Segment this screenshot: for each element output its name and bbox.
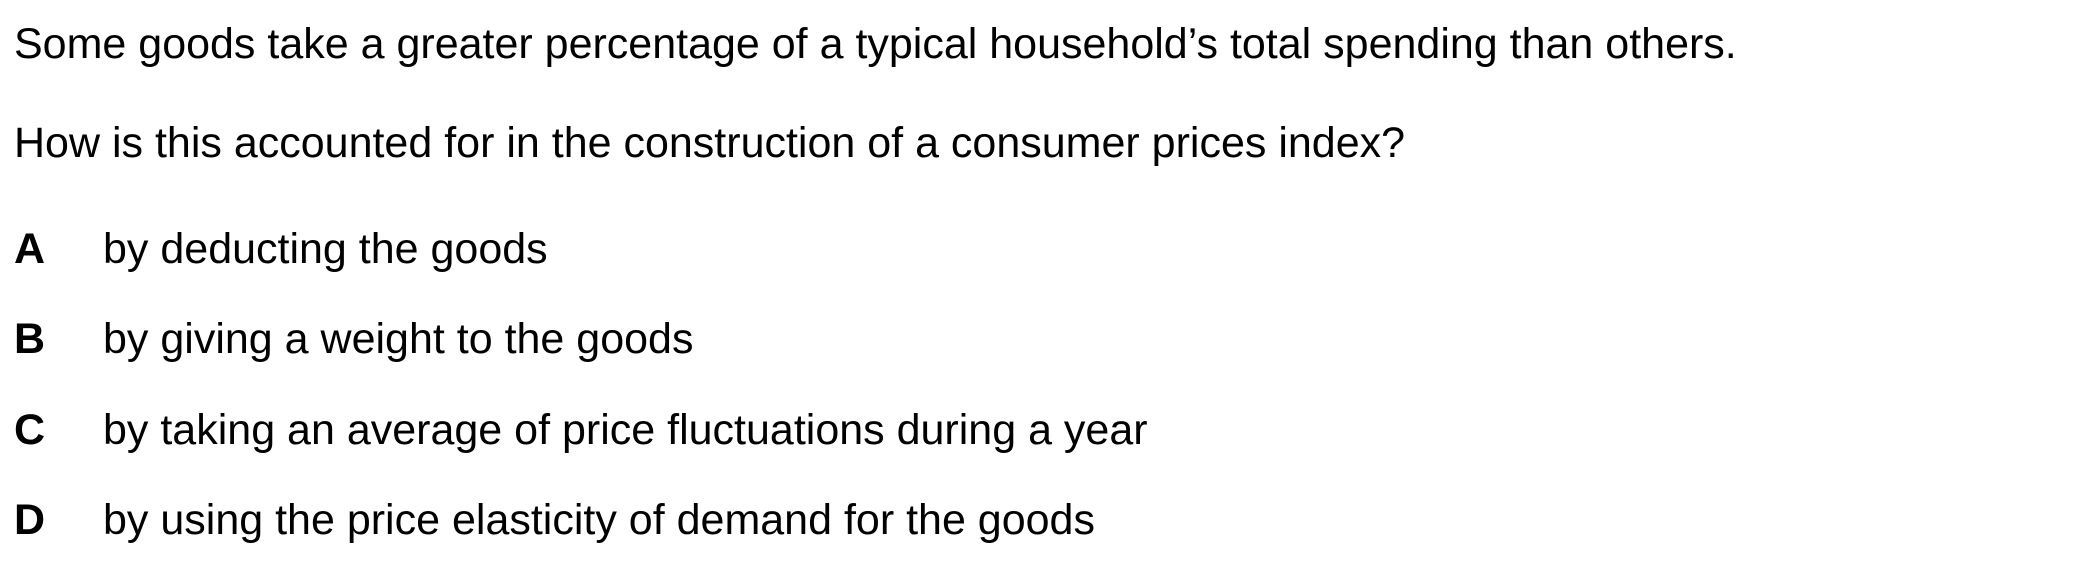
option-text: by taking an average of price fluctuatio…	[103, 406, 1148, 454]
option-text: by using the price elasticity of demand …	[103, 496, 1095, 544]
question-prompt: How is this accounted for in the constru…	[14, 119, 1406, 167]
option-letter: B	[14, 315, 46, 363]
question-statement: Some goods take a greater percentage of …	[14, 20, 1737, 68]
option-letter: C	[14, 406, 46, 454]
option-text: by deducting the goods	[103, 225, 548, 273]
option-letter: A	[14, 225, 46, 273]
option-text: by giving a weight to the goods	[103, 315, 694, 363]
option-letter: D	[14, 496, 46, 544]
